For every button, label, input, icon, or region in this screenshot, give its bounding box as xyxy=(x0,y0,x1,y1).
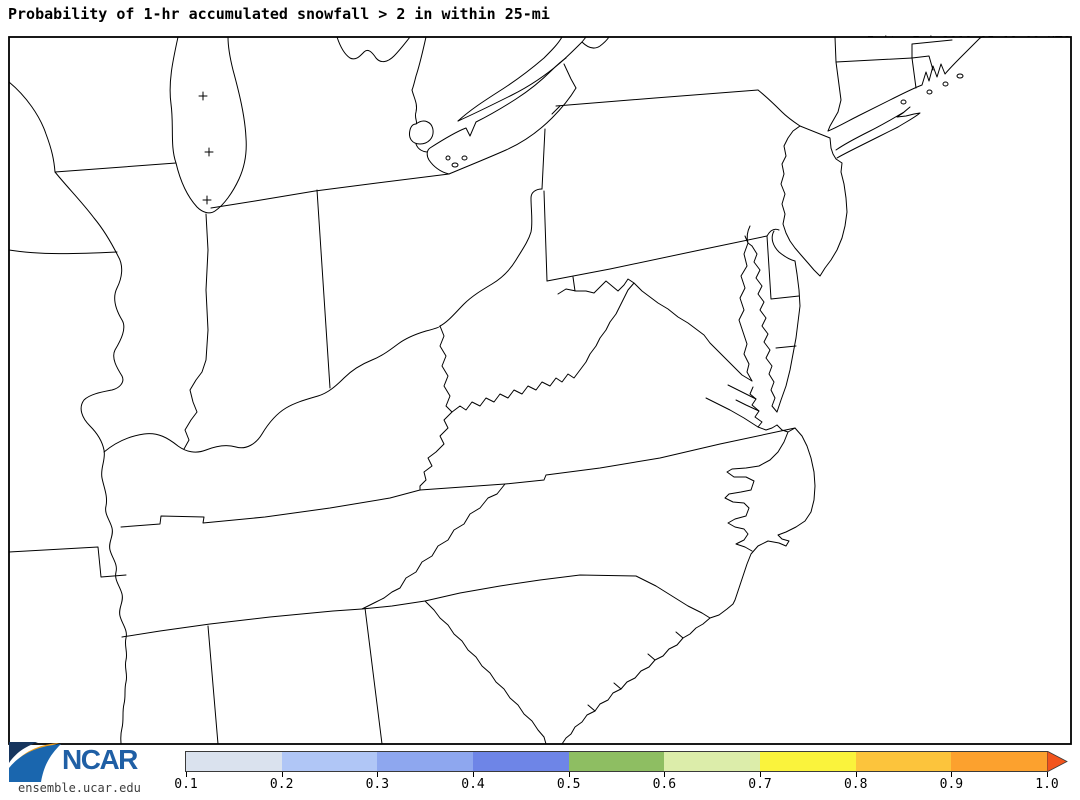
colorbar-tick xyxy=(1047,772,1049,777)
colorbar-segment xyxy=(760,752,857,771)
colorbar-tick-label: 0.9 xyxy=(939,777,964,792)
colorbar-overflow-arrow xyxy=(1047,751,1068,772)
saginaw-bay xyxy=(336,36,411,63)
colorbar-tick-label: 0.4 xyxy=(461,777,485,792)
colorbar-segment xyxy=(186,752,283,771)
colorbar-segment xyxy=(281,752,378,771)
ncar-logo-text: NCAR xyxy=(62,744,138,775)
probability-colorbar xyxy=(185,751,1048,772)
state-outlines xyxy=(8,36,983,745)
new-england-coast xyxy=(827,36,983,132)
chesapeake-bay-east xyxy=(751,245,778,413)
lake-michigan xyxy=(169,36,247,214)
colorbar-tick-label: 0.8 xyxy=(843,777,868,792)
ohio-river-border xyxy=(103,188,543,453)
colorbar-segment xyxy=(473,752,570,771)
mississippi-river-border xyxy=(54,171,128,745)
colorbar-tick-label: 0.7 xyxy=(748,777,772,792)
colorbar-tick xyxy=(951,772,953,777)
outer-banks xyxy=(709,427,816,619)
new-jersey-coast xyxy=(780,125,848,277)
colorbar-segment xyxy=(664,752,761,771)
south-carolina-coast xyxy=(561,617,711,745)
logo-navy-wedge xyxy=(9,742,38,763)
colorbar-segment xyxy=(951,752,1048,771)
colorbar-tick xyxy=(186,772,187,777)
potomac-river-border xyxy=(557,278,753,382)
colorbar-tick xyxy=(855,772,857,777)
lake-ontario xyxy=(457,41,583,122)
colorbar-segment xyxy=(377,752,474,771)
long-island xyxy=(835,106,921,159)
lake-erie xyxy=(448,87,577,175)
colorbar-tick xyxy=(568,772,570,777)
ncar-ucar-logo xyxy=(9,742,61,782)
delmarva-atlantic-coast xyxy=(776,260,801,413)
colorbar-tick xyxy=(664,772,666,777)
logo-blue-swoosh xyxy=(9,744,61,782)
colorbar-tick xyxy=(760,772,762,777)
colorbar-tick-label: 0.2 xyxy=(269,777,294,792)
colorbar-tick xyxy=(281,772,283,777)
colorbar-tick-label: 0.6 xyxy=(652,777,677,792)
colorbar-tick-label: 0.3 xyxy=(365,777,390,792)
colorbar-tick-label: 0.1 xyxy=(174,777,198,792)
colorbar-tick xyxy=(473,772,474,777)
map-frame xyxy=(8,36,1072,745)
colorbar-segment xyxy=(855,752,952,771)
chesapeake-bay-west xyxy=(738,242,753,382)
colorbar-segment xyxy=(568,752,665,771)
plot-title: Probability of 1-hr accumulated snowfall… xyxy=(8,5,550,23)
pamlico-albemarle-sounds xyxy=(724,431,789,552)
colorbar-tick xyxy=(377,772,379,777)
colorbar-tick-label: 1.0 xyxy=(1035,777,1059,792)
ensemble-site-url: ensemble.ucar.edu xyxy=(18,781,141,795)
colorbar-tick-label: 0.5 xyxy=(556,777,581,792)
